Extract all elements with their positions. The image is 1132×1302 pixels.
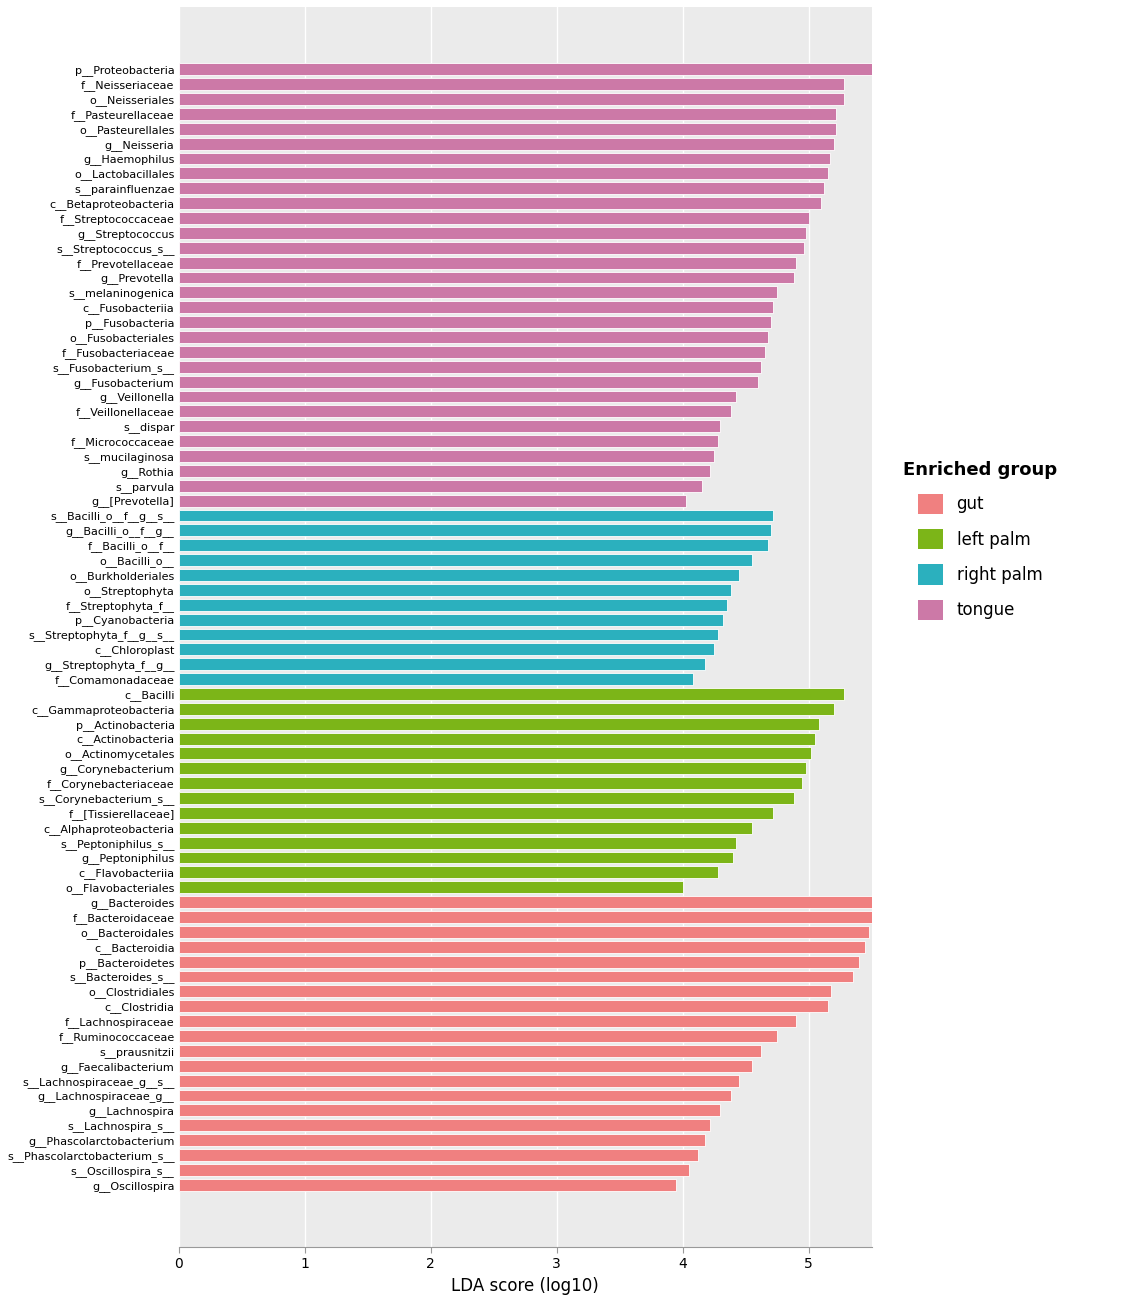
Bar bbox=[179, 1074, 739, 1087]
Bar bbox=[179, 256, 796, 268]
Bar bbox=[179, 435, 718, 447]
Bar bbox=[179, 986, 831, 997]
Bar bbox=[179, 837, 736, 849]
Bar bbox=[179, 777, 803, 789]
Bar bbox=[179, 703, 834, 715]
Bar bbox=[179, 242, 804, 254]
Bar bbox=[179, 569, 739, 581]
Bar bbox=[179, 168, 827, 180]
Bar bbox=[179, 1090, 730, 1101]
Bar bbox=[179, 1030, 778, 1042]
Bar bbox=[179, 1046, 761, 1057]
Bar bbox=[179, 1016, 796, 1027]
Bar bbox=[179, 583, 730, 596]
Bar bbox=[179, 376, 758, 388]
Bar bbox=[179, 479, 702, 492]
Bar bbox=[179, 733, 815, 745]
Bar bbox=[179, 212, 808, 224]
Bar bbox=[179, 1150, 697, 1161]
Bar bbox=[179, 122, 837, 134]
Bar bbox=[179, 970, 852, 983]
Bar bbox=[179, 361, 761, 372]
X-axis label: LDA score (log10): LDA score (log10) bbox=[452, 1277, 599, 1295]
Bar bbox=[179, 747, 812, 759]
Bar bbox=[179, 941, 865, 953]
Bar bbox=[179, 673, 693, 685]
Bar bbox=[179, 852, 734, 863]
Bar bbox=[179, 1120, 711, 1131]
Bar bbox=[179, 956, 859, 967]
Bar bbox=[179, 197, 821, 210]
Bar bbox=[179, 286, 778, 298]
Bar bbox=[179, 64, 878, 76]
Bar bbox=[179, 78, 844, 90]
Bar bbox=[179, 629, 718, 641]
Bar bbox=[179, 1060, 752, 1072]
Bar bbox=[179, 911, 872, 923]
Bar bbox=[179, 659, 705, 671]
Bar bbox=[179, 92, 844, 105]
Bar bbox=[179, 331, 769, 342]
Bar bbox=[179, 717, 818, 729]
Bar bbox=[179, 182, 824, 194]
Bar bbox=[179, 346, 764, 358]
Bar bbox=[179, 881, 683, 893]
Bar bbox=[179, 643, 714, 655]
Bar bbox=[179, 316, 771, 328]
Bar bbox=[179, 866, 718, 879]
Bar bbox=[179, 822, 752, 833]
Bar bbox=[179, 301, 773, 314]
Bar bbox=[179, 138, 834, 150]
Bar bbox=[179, 1164, 689, 1176]
Bar bbox=[179, 539, 769, 551]
Bar bbox=[179, 1000, 827, 1012]
Bar bbox=[179, 896, 878, 907]
Bar bbox=[179, 465, 711, 477]
Bar bbox=[179, 926, 869, 937]
Bar bbox=[179, 763, 806, 775]
Bar bbox=[179, 509, 773, 521]
Bar bbox=[179, 1134, 705, 1146]
Legend: gut, left palm, right palm, tongue: gut, left palm, right palm, tongue bbox=[903, 461, 1057, 620]
Bar bbox=[179, 1178, 676, 1191]
Bar bbox=[179, 599, 727, 611]
Bar bbox=[179, 108, 837, 120]
Bar bbox=[179, 555, 752, 566]
Bar bbox=[179, 272, 794, 284]
Bar bbox=[179, 391, 736, 402]
Bar bbox=[179, 421, 720, 432]
Bar bbox=[179, 450, 714, 462]
Bar bbox=[179, 227, 806, 238]
Bar bbox=[179, 152, 830, 164]
Bar bbox=[179, 525, 771, 536]
Bar bbox=[179, 807, 773, 819]
Bar bbox=[179, 1104, 720, 1116]
Bar bbox=[179, 792, 794, 805]
Bar bbox=[179, 405, 730, 418]
Bar bbox=[179, 687, 844, 700]
Bar bbox=[179, 613, 723, 625]
Bar bbox=[179, 495, 686, 506]
